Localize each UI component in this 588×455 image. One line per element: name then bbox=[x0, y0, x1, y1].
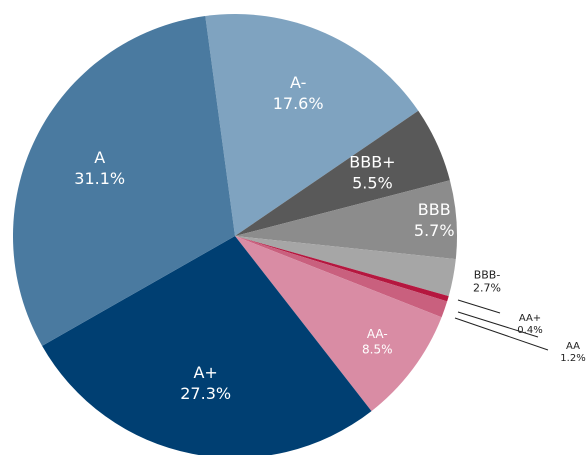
slice-value: 1.2% bbox=[560, 353, 585, 364]
slice-label: A+ bbox=[193, 363, 217, 382]
pie-slice bbox=[235, 236, 456, 297]
slice-label: BBB+ bbox=[349, 153, 395, 172]
pie-slice bbox=[235, 110, 450, 236]
slice-label: BBB- bbox=[474, 268, 501, 281]
slice-value: 17.6% bbox=[273, 94, 324, 113]
slice-label: AA- bbox=[367, 327, 388, 341]
pie-slice bbox=[235, 236, 449, 302]
leader-line bbox=[454, 317, 549, 351]
slice-value: 8.5% bbox=[362, 343, 393, 357]
slice-label: A- bbox=[290, 73, 306, 92]
slice-value: 27.3% bbox=[180, 384, 231, 403]
slice-value: 31.1% bbox=[74, 169, 125, 188]
slice-label: A bbox=[94, 148, 105, 167]
slice-label: BBB bbox=[418, 200, 451, 219]
slice-value: 2.7% bbox=[473, 282, 501, 295]
pie-slice bbox=[42, 236, 372, 455]
pie-slice bbox=[205, 14, 419, 237]
pie-slice bbox=[12, 16, 235, 346]
slice-value: 5.5% bbox=[352, 173, 393, 192]
pie-slice bbox=[235, 236, 442, 412]
leader-line bbox=[457, 311, 539, 338]
pie-slice bbox=[235, 180, 457, 260]
slice-label: AA bbox=[566, 341, 580, 352]
leader-line bbox=[457, 299, 501, 314]
pie-slice bbox=[235, 236, 448, 318]
slice-value: 5.7% bbox=[414, 221, 455, 240]
slice-label: AA+ bbox=[519, 313, 541, 324]
slice-value: 0.4% bbox=[517, 325, 542, 336]
